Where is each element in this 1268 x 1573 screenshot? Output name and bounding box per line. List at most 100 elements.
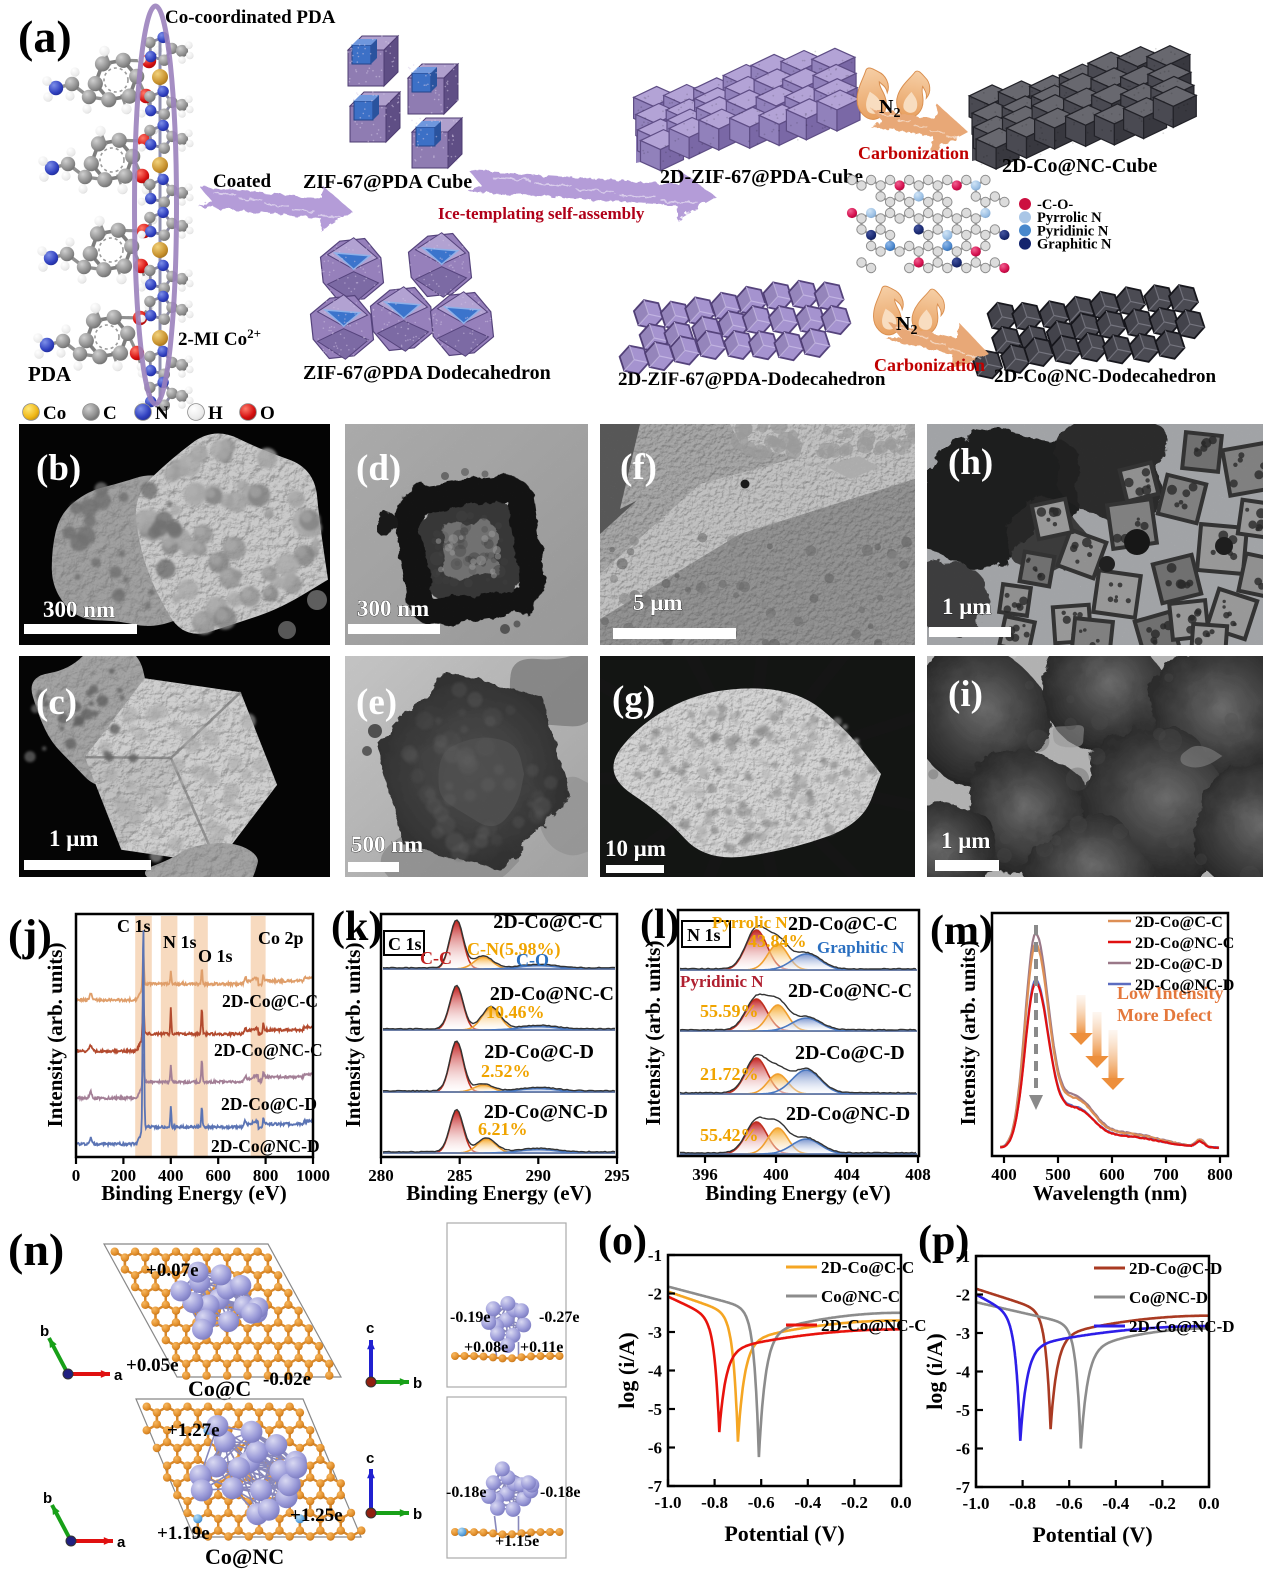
svg-text:Carbonization: Carbonization: [858, 143, 969, 163]
svg-text:(j): (j): [8, 911, 52, 960]
svg-text:-6: -6: [956, 1440, 970, 1459]
svg-text:2D-Co@C-C: 2D-Co@C-C: [493, 911, 603, 933]
svg-text:+0.11e: +0.11e: [520, 1339, 563, 1356]
svg-text:-0.2: -0.2: [1149, 1494, 1176, 1513]
svg-text:+1.27e: +1.27e: [167, 1420, 220, 1441]
svg-text:2D-Co@NC-C: 2D-Co@NC-C: [490, 983, 614, 1005]
svg-text:H: H: [208, 403, 223, 422]
svg-text:2D-Co@C-D: 2D-Co@C-D: [221, 1094, 317, 1114]
svg-text:Intensity (arb. units): Intensity (arb. units): [341, 943, 365, 1128]
svg-text:Binding Energy (eV): Binding Energy (eV): [101, 1181, 287, 1205]
svg-text:-2: -2: [956, 1286, 970, 1305]
svg-text:-5: -5: [956, 1401, 970, 1420]
svg-text:(n): (n): [8, 1224, 64, 1275]
svg-text:2D-Co@C-D: 2D-Co@C-D: [1129, 1259, 1222, 1278]
svg-text:(d): (d): [356, 448, 401, 489]
svg-text:2D-Co@NC-D: 2D-Co@NC-D: [1135, 977, 1234, 994]
svg-text:-7: -7: [956, 1478, 971, 1497]
svg-text:6.21%: 6.21%: [478, 1119, 528, 1139]
svg-text:Intensity (arb. units): Intensity (arb. units): [956, 941, 980, 1126]
svg-text:c: c: [366, 1320, 374, 1337]
svg-text:290: 290: [526, 1166, 552, 1185]
svg-text:10 μm: 10 μm: [605, 836, 666, 861]
svg-text:b: b: [413, 1506, 422, 1523]
svg-text:Co-coordinated PDA: Co-coordinated PDA: [165, 7, 336, 28]
svg-text:43.84%: 43.84%: [748, 931, 807, 951]
svg-text:295: 295: [604, 1166, 630, 1185]
svg-text:a: a: [117, 1534, 126, 1551]
svg-text:300 nm: 300 nm: [43, 597, 115, 622]
svg-text:-7: -7: [648, 1477, 663, 1496]
svg-text:log (i/A): log (i/A): [922, 1333, 947, 1409]
svg-text:(k): (k): [331, 904, 382, 950]
svg-text:+1.25e: +1.25e: [290, 1505, 343, 1526]
svg-text:-C-O-: -C-O-: [1037, 197, 1073, 213]
svg-text:700: 700: [1153, 1165, 1179, 1184]
svg-text:0.0: 0.0: [1198, 1494, 1219, 1513]
svg-text:(i): (i): [948, 674, 983, 715]
svg-text:200: 200: [111, 1166, 137, 1185]
svg-text:+0.08e: +0.08e: [464, 1339, 508, 1356]
svg-text:-0.02e: -0.02e: [263, 1369, 311, 1390]
svg-text:(a): (a): [18, 11, 72, 62]
svg-text:Graphitic N: Graphitic N: [817, 938, 905, 957]
svg-text:55.42%: 55.42%: [700, 1125, 759, 1145]
svg-text:2D-Co@C-C: 2D-Co@C-C: [821, 1258, 914, 1277]
svg-text:-1.0: -1.0: [963, 1494, 990, 1513]
svg-text:a: a: [114, 1367, 123, 1384]
svg-text:C 1s: C 1s: [117, 916, 151, 936]
svg-text:Low Intensity: Low Intensity: [1117, 983, 1224, 1003]
svg-text:(l): (l): [640, 902, 680, 948]
svg-text:2D-Co@C-C: 2D-Co@C-C: [788, 913, 898, 935]
svg-text:-0.6: -0.6: [748, 1493, 775, 1512]
svg-text:-4: -4: [648, 1362, 663, 1381]
svg-text:Intensity (arb. units): Intensity (arb. units): [43, 943, 67, 1128]
svg-text:-5: -5: [648, 1400, 662, 1419]
svg-text:2D-Co@C-D: 2D-Co@C-D: [795, 1042, 905, 1064]
svg-text:Potential (V): Potential (V): [1032, 1522, 1152, 1547]
svg-text:Co: Co: [43, 403, 66, 422]
svg-text:2D-Co@NC-C: 2D-Co@NC-C: [214, 1040, 323, 1060]
svg-text:400: 400: [763, 1165, 789, 1184]
svg-text:Co@NC-D: Co@NC-D: [1129, 1288, 1208, 1307]
svg-text:-0.18e: -0.18e: [446, 1484, 486, 1501]
svg-text:Pyridinic N: Pyridinic N: [680, 972, 764, 991]
svg-text:+1.19e: +1.19e: [157, 1523, 210, 1544]
svg-text:(p): (p): [918, 1218, 969, 1264]
svg-text:404: 404: [834, 1165, 860, 1184]
svg-text:-0.4: -0.4: [794, 1493, 821, 1512]
svg-text:-1: -1: [648, 1246, 662, 1265]
svg-text:-3: -3: [956, 1324, 970, 1343]
svg-text:600: 600: [205, 1166, 231, 1185]
svg-text:600: 600: [1099, 1165, 1125, 1184]
svg-text:log (i/A): log (i/A): [614, 1332, 639, 1408]
svg-text:-0.2: -0.2: [841, 1493, 868, 1512]
svg-text:500: 500: [1045, 1165, 1071, 1184]
svg-text:C-C: C-C: [420, 948, 452, 968]
svg-text:(g): (g): [612, 679, 655, 720]
svg-text:-3: -3: [648, 1323, 662, 1342]
svg-text:Pyrrolic N: Pyrrolic N: [712, 913, 788, 932]
svg-text:2D-Co@NC-C: 2D-Co@NC-C: [788, 980, 912, 1002]
svg-text:800: 800: [253, 1166, 279, 1185]
svg-text:280: 280: [368, 1166, 394, 1185]
svg-text:Co 2p: Co 2p: [258, 928, 304, 948]
svg-text:2D-Co@C-C: 2D-Co@C-C: [1135, 914, 1223, 931]
svg-text:285: 285: [447, 1166, 473, 1185]
svg-text:Wavelength (nm): Wavelength (nm): [1033, 1181, 1188, 1205]
svg-text:Coated: Coated: [213, 171, 271, 192]
svg-text:Co@C: Co@C: [188, 1376, 251, 1401]
svg-text:C-N(5.98%): C-N(5.98%): [467, 939, 560, 960]
svg-text:O 1s: O 1s: [198, 946, 233, 966]
svg-text:-0.6: -0.6: [1056, 1494, 1083, 1513]
svg-text:ZIF-67@PDA Dodecahedron: ZIF-67@PDA Dodecahedron: [303, 362, 551, 384]
svg-text:(h): (h): [948, 442, 993, 483]
svg-text:Pyridinic N: Pyridinic N: [1037, 223, 1109, 239]
svg-text:b: b: [43, 1490, 52, 1507]
svg-text:2-MI Co2+: 2-MI Co2+: [178, 326, 261, 350]
svg-text:2D-Co@NC-Cube: 2D-Co@NC-Cube: [1002, 155, 1157, 177]
svg-text:2D-Co@C-C: 2D-Co@C-C: [222, 991, 318, 1011]
svg-text:ZIF-67@PDA Cube: ZIF-67@PDA Cube: [303, 171, 472, 193]
svg-text:More Defect: More Defect: [1117, 1005, 1212, 1025]
svg-text:-2: -2: [648, 1285, 662, 1304]
